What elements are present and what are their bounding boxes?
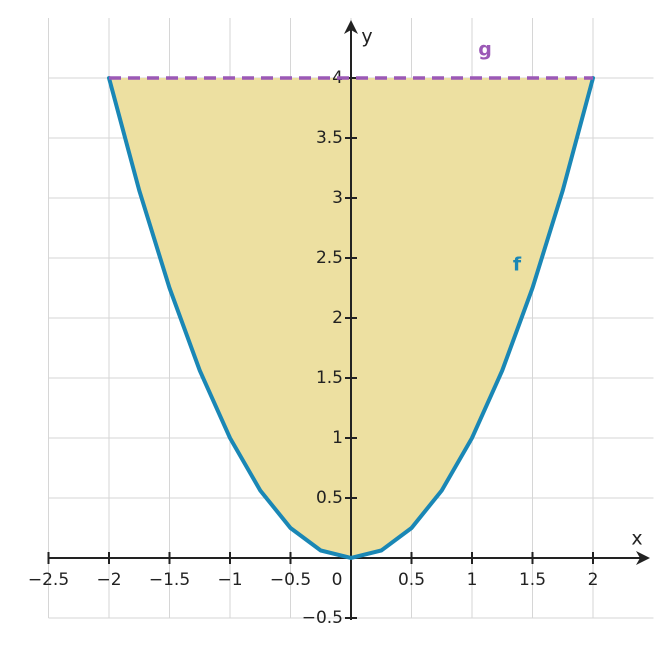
y-tick-label: 0.5 (316, 488, 343, 508)
x-axis-label: x (631, 528, 642, 550)
x-tick-label: −0.5 (270, 570, 311, 590)
y-tick-label: 3 (332, 188, 343, 208)
series-label: f (513, 254, 522, 276)
y-axis-label: y (361, 26, 372, 48)
series-label: g (478, 39, 492, 61)
x-tick-label: −1 (217, 570, 242, 590)
x-tick-label: −2.5 (28, 570, 69, 590)
y-tick-label: 1 (332, 428, 343, 448)
x-tick-label: 0 (332, 570, 343, 590)
x-tick-label: −2 (96, 570, 121, 590)
y-tick-label: 2.5 (316, 248, 343, 268)
x-tick-label: 1 (467, 570, 478, 590)
x-axis-arrow (636, 551, 650, 565)
x-tick-label: 2 (588, 570, 599, 590)
y-tick-label: 3.5 (316, 128, 343, 148)
series-line (107, 76, 595, 561)
x-tick-label: 0.5 (398, 570, 425, 590)
y-tick-label: 2 (332, 308, 343, 328)
x-tick-label: 1.5 (519, 570, 546, 590)
x-tick-label: −1.5 (149, 570, 190, 590)
y-tick-label: −0.5 (302, 608, 343, 628)
y-axis-arrow (344, 20, 358, 34)
y-tick-label: 1.5 (316, 368, 343, 388)
